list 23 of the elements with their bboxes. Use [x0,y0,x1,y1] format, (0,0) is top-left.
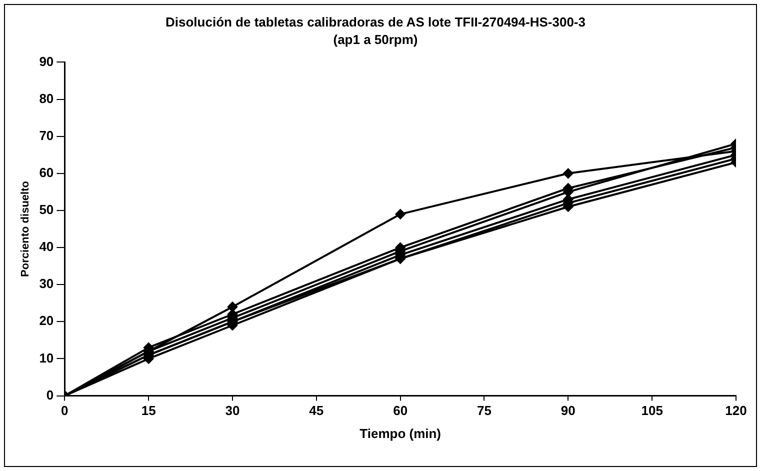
x-tick-label: 75 [477,403,492,418]
y-tick-label: 0 [46,387,54,402]
y-tick-label: 40 [39,239,54,254]
y-tick-label: 10 [39,350,54,366]
x-axis-title: Tiempo (min) [360,426,442,441]
x-tick-label: 0 [61,403,68,418]
x-tick-label: 120 [725,403,747,418]
x-tick-label: 45 [309,403,324,418]
y-tick-label: 80 [39,90,54,106]
x-tick-label: 90 [560,403,576,418]
y-tick-label: 30 [39,276,54,292]
y-tick-label: 60 [39,164,54,180]
x-tick-label: 105 [641,403,663,418]
y-axis-title: Porciento disuelto [20,180,32,277]
y-tick-label: 20 [39,313,54,328]
x-tick-label: 15 [141,403,156,418]
y-tick-label: 90 [39,54,54,69]
chart-subtitle: (ap1 a 50rpm) [333,32,418,47]
y-tick-label: 50 [39,202,54,218]
chart-title: Disolución de tabletas calibradoras de AS lote TFII-270494-HS-300-3 [166,14,586,30]
x-tick-label: 30 [225,403,240,418]
y-tick-label: 70 [39,128,54,143]
x-tick-label: 60 [393,403,408,418]
